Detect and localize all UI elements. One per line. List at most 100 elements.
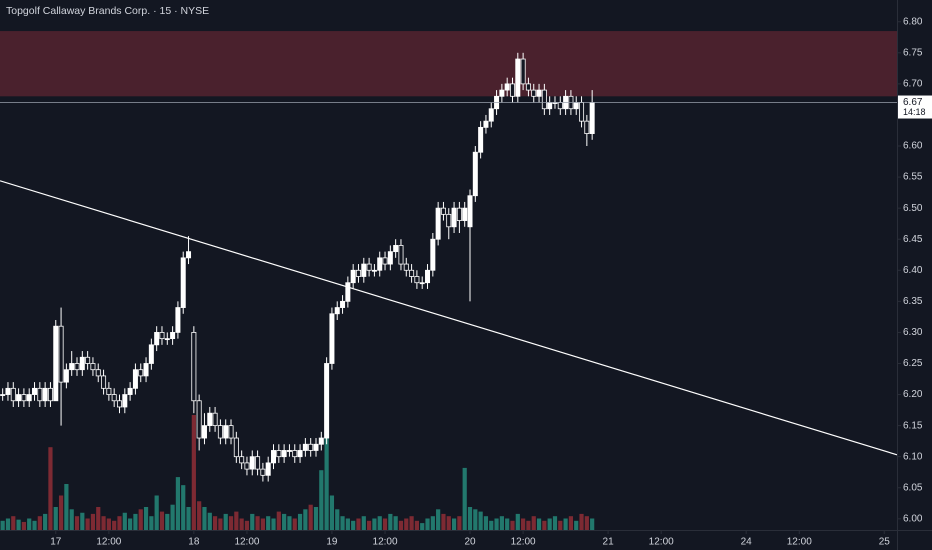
candle-body xyxy=(520,58,526,85)
candle-body xyxy=(515,58,521,97)
candle-body xyxy=(340,300,346,308)
candle-body xyxy=(456,207,462,221)
y-tick-label: 6.00 xyxy=(903,513,923,524)
y-tick-label: 6.25 xyxy=(903,358,923,369)
candle-body xyxy=(223,425,229,439)
candle-body xyxy=(170,332,176,340)
candle-body xyxy=(409,269,415,277)
candle-body xyxy=(271,450,277,464)
candle-body xyxy=(37,387,43,402)
volume-bar xyxy=(584,516,589,530)
volume-bar xyxy=(181,485,186,530)
candle-body xyxy=(292,450,298,458)
volume-bar xyxy=(154,495,159,530)
candle-body xyxy=(69,363,75,371)
x-tick-label: 12:00 xyxy=(96,537,121,548)
volume-bar xyxy=(266,516,271,530)
candle-body xyxy=(297,450,303,458)
candle-body xyxy=(191,332,197,402)
candle-body xyxy=(47,387,53,402)
volume-bar xyxy=(90,513,96,530)
volume-bar xyxy=(308,504,313,530)
x-tick-label: 12:00 xyxy=(787,537,812,548)
volume-bar xyxy=(255,516,260,530)
volume-bar xyxy=(510,520,515,530)
resistance-zone xyxy=(0,31,897,97)
candle-body xyxy=(249,456,255,470)
volume-bar xyxy=(37,516,42,530)
candle-body xyxy=(286,450,292,452)
candle-body xyxy=(95,369,101,377)
candle-body xyxy=(244,462,250,470)
candle-body xyxy=(180,257,186,308)
x-tick-label: 12:00 xyxy=(234,537,259,548)
candle-body xyxy=(154,332,160,346)
volume-bar xyxy=(202,507,207,530)
y-tick-label: 6.35 xyxy=(903,296,923,307)
volume-bar xyxy=(234,511,239,530)
candle-body xyxy=(329,313,335,364)
volume-bar xyxy=(16,519,21,530)
candle-body xyxy=(430,238,436,271)
candle-body xyxy=(106,387,112,395)
candle-body xyxy=(85,356,91,364)
candle-body xyxy=(499,89,505,97)
volume-bar xyxy=(53,507,58,530)
volume-bar xyxy=(361,516,366,530)
volume-bar xyxy=(260,518,265,530)
candle-body xyxy=(361,263,367,277)
volume-bar xyxy=(191,415,196,530)
candle-body xyxy=(318,437,324,445)
volume-bar xyxy=(579,513,584,530)
candle-body xyxy=(0,394,6,396)
candle-body xyxy=(308,443,314,451)
y-tick-label: 6.10 xyxy=(903,451,923,462)
candle-body xyxy=(525,83,531,91)
volume-bar xyxy=(101,516,106,530)
candle-body xyxy=(387,251,393,265)
x-tick-label: 12:00 xyxy=(649,537,674,548)
y-tick-label: 6.60 xyxy=(903,141,923,152)
candle-body xyxy=(201,425,207,439)
candle-body xyxy=(58,325,64,383)
candle-body xyxy=(233,437,239,458)
volume-bar xyxy=(542,520,547,530)
volume-bar xyxy=(505,518,510,530)
volume-bar xyxy=(21,521,26,530)
x-tick-label: 19 xyxy=(326,537,338,548)
volume-bar xyxy=(96,507,101,530)
candle-body xyxy=(79,356,85,371)
x-tick-label: 17 xyxy=(50,537,62,548)
volume-bar xyxy=(58,495,64,530)
candle-body xyxy=(414,276,420,284)
candle-body xyxy=(42,387,48,402)
candle-body xyxy=(334,307,340,315)
volume-bar xyxy=(85,518,90,530)
volume-bar xyxy=(5,518,11,530)
volume-bar xyxy=(473,509,478,530)
volume-bar xyxy=(521,518,526,530)
candle-body xyxy=(159,332,165,340)
volume-bar xyxy=(462,467,467,530)
volume-bar xyxy=(478,511,483,530)
volume-bar xyxy=(313,507,319,530)
candle-body xyxy=(472,151,478,197)
volume-bar xyxy=(165,513,170,530)
volume-bar xyxy=(414,520,420,530)
volume-bar xyxy=(292,518,297,530)
volume-bar xyxy=(574,520,579,530)
volume-bar xyxy=(128,518,133,530)
volume-bar xyxy=(552,516,558,530)
volume-bar xyxy=(207,512,212,530)
y-tick-label: 6.40 xyxy=(903,265,923,276)
candle-body xyxy=(175,307,181,333)
volume-bar xyxy=(590,518,595,530)
candle-body xyxy=(5,387,11,395)
candle-body xyxy=(478,126,484,153)
candle-body xyxy=(366,263,372,271)
volume-bar xyxy=(329,495,335,530)
candle-body xyxy=(398,245,404,265)
volume-bar xyxy=(138,509,143,530)
volume-bar xyxy=(446,516,451,530)
